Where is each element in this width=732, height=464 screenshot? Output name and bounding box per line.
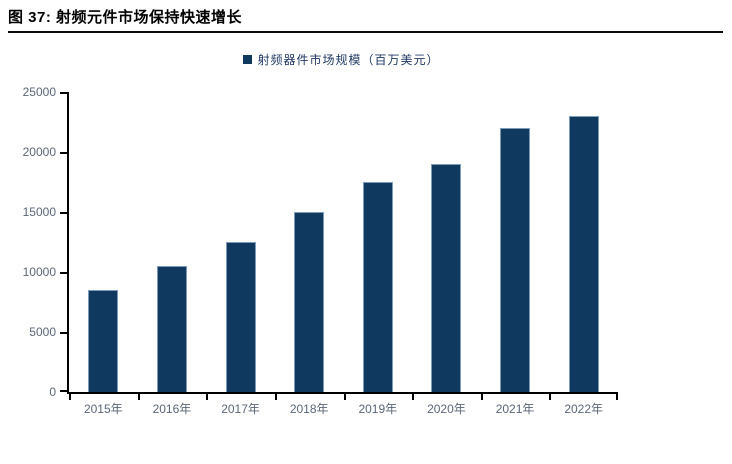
- y-axis-tick: [60, 272, 67, 274]
- x-axis-tick: [616, 394, 618, 400]
- bar-2016年: [156, 266, 187, 392]
- bar-2021年: [500, 128, 531, 392]
- plot-area: 0 5000 10000 15000 20000 25000 2015年 2016年 2017年…: [23, 85, 618, 416]
- chart-legend: 射频器件市场规模（百万美元）: [67, 51, 616, 68]
- x-axis-label: 2020年: [427, 402, 466, 416]
- x-axis-label: 2018年: [289, 402, 329, 416]
- x-axis-label: 2017年: [221, 402, 260, 416]
- legend-label: 射频器件市场规模（百万美元）: [257, 53, 440, 67]
- x-axis-label: 2015年: [83, 402, 123, 416]
- x-axis-tick: [549, 394, 552, 400]
- x-axis-label: 2021年: [495, 402, 535, 416]
- x-axis-tick: [412, 394, 415, 400]
- bar-2020年: [431, 164, 462, 392]
- y-axis-tick: [60, 390, 67, 392]
- y-axis-tick: [60, 152, 67, 154]
- legend-swatch-icon: [243, 55, 253, 64]
- x-axis-tick: [343, 394, 346, 400]
- x-axis-tick: [137, 394, 140, 400]
- x-axis-tick: [206, 394, 209, 400]
- y-axis-label: 25000: [22, 85, 56, 99]
- y-axis-tick: [60, 212, 67, 214]
- bar-2018年: [294, 212, 325, 392]
- y-axis-label: 20000: [22, 145, 56, 159]
- bar-2015年: [88, 290, 119, 392]
- bar-2022年: [568, 116, 599, 392]
- x-axis-tick: [69, 394, 71, 400]
- y-axis-tick: [60, 332, 67, 334]
- x-axis-label: 2022年: [564, 402, 604, 416]
- title-divider: [8, 31, 723, 33]
- y-axis-label: 0: [49, 385, 56, 399]
- y-axis-tick: [60, 92, 67, 94]
- y-axis-label: 10000: [22, 265, 56, 279]
- x-axis-label: 2019年: [358, 402, 398, 416]
- y-axis-label: 15000: [22, 205, 56, 219]
- y-axis-label: 5000: [29, 325, 56, 339]
- x-axis-label: 2016年: [152, 402, 192, 416]
- figure-title: 图 37: 射频元件市场保持快速增长: [8, 9, 243, 26]
- bar-2017年: [225, 242, 256, 392]
- bar-2019年: [362, 182, 393, 392]
- x-axis-tick: [274, 394, 277, 400]
- x-axis-tick: [480, 394, 483, 400]
